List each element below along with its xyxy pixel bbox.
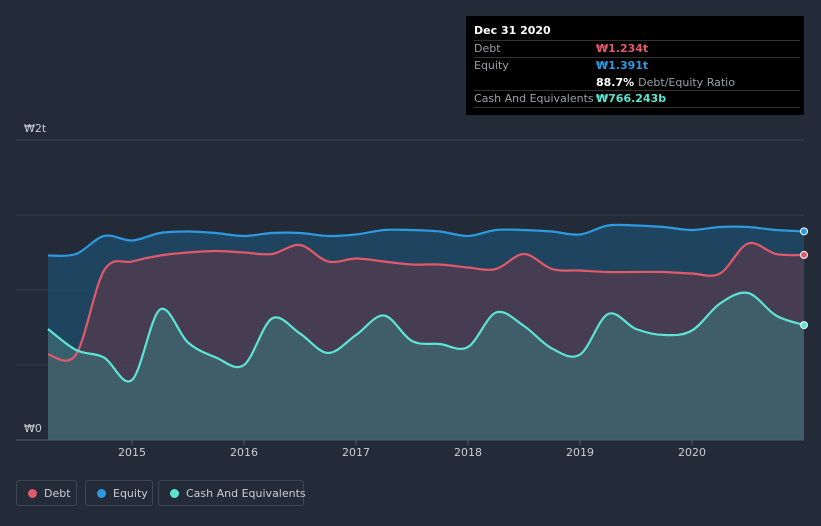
legend-item-equity[interactable]: Equity xyxy=(85,480,153,506)
series-areas xyxy=(48,224,804,440)
tooltip-panel: Dec 31 2020 Debt ₩1.234t Equity ₩1.391t … xyxy=(466,16,804,115)
tooltip-debt-value: ₩1.234t xyxy=(596,42,649,55)
tooltip-debt-label: Debt xyxy=(474,42,501,55)
series-lines xyxy=(47,223,805,383)
cash-end-marker xyxy=(800,321,808,330)
tooltip-equity-value: ₩1.391t xyxy=(596,59,649,72)
equity-line xyxy=(47,223,805,258)
x-tick-label: 2018 xyxy=(454,446,482,459)
tooltip-divider xyxy=(474,40,800,41)
tooltip-cash-value: ₩766.243b xyxy=(596,92,667,105)
axes: 2015 2016 2017 2018 2019 2020 ₩0 ₩2t xyxy=(16,122,804,459)
x-tick-label: 2019 xyxy=(566,446,594,459)
cash-legend-swatch xyxy=(170,489,179,498)
x-tick-label: 2015 xyxy=(118,446,146,459)
tooltip-row-debt: Debt ₩1.234t xyxy=(474,40,800,57)
y-tick-label: ₩0 xyxy=(24,422,42,435)
legend-item-debt[interactable]: Debt xyxy=(16,480,77,506)
tooltip-divider xyxy=(474,90,800,91)
legend-debt-label: Debt xyxy=(44,487,71,500)
tooltip-equity-label: Equity xyxy=(474,59,509,72)
tooltip-row-equity: Equity ₩1.391t 88.7% Debt/Equity Ratio xyxy=(474,57,800,91)
tooltip-ratio-value: 88.7% xyxy=(596,76,635,89)
end-point-markers xyxy=(800,227,808,330)
x-tick-label: 2020 xyxy=(678,446,706,459)
debt-line xyxy=(47,241,805,362)
equity-legend-swatch xyxy=(97,489,106,498)
tooltip-ratio-label: Debt/Equity Ratio xyxy=(638,76,735,89)
tooltip-divider xyxy=(474,107,800,108)
x-tick-label: 2016 xyxy=(230,446,258,459)
legend-item-cash[interactable]: Cash And Equivalents xyxy=(158,480,306,506)
tooltip-divider xyxy=(474,57,800,58)
tooltip-date: Dec 31 2020 xyxy=(474,24,551,37)
y-tick-label: ₩2t xyxy=(24,122,47,135)
tooltip-ratio: 88.7% Debt/Equity Ratio xyxy=(596,76,735,89)
cash-area xyxy=(48,292,804,440)
debt-legend-swatch xyxy=(28,489,37,498)
debt-end-marker xyxy=(800,250,808,259)
tooltip-row-cash: Cash And Equivalents ₩766.243b xyxy=(474,90,800,107)
legend-equity-label: Equity xyxy=(113,487,148,500)
equity-end-marker xyxy=(800,227,808,236)
legend-cash-label: Cash And Equivalents xyxy=(186,487,306,500)
cash-line xyxy=(47,291,805,383)
x-tick-label: 2017 xyxy=(342,446,370,459)
tooltip-cash-label: Cash And Equivalents xyxy=(474,92,594,105)
